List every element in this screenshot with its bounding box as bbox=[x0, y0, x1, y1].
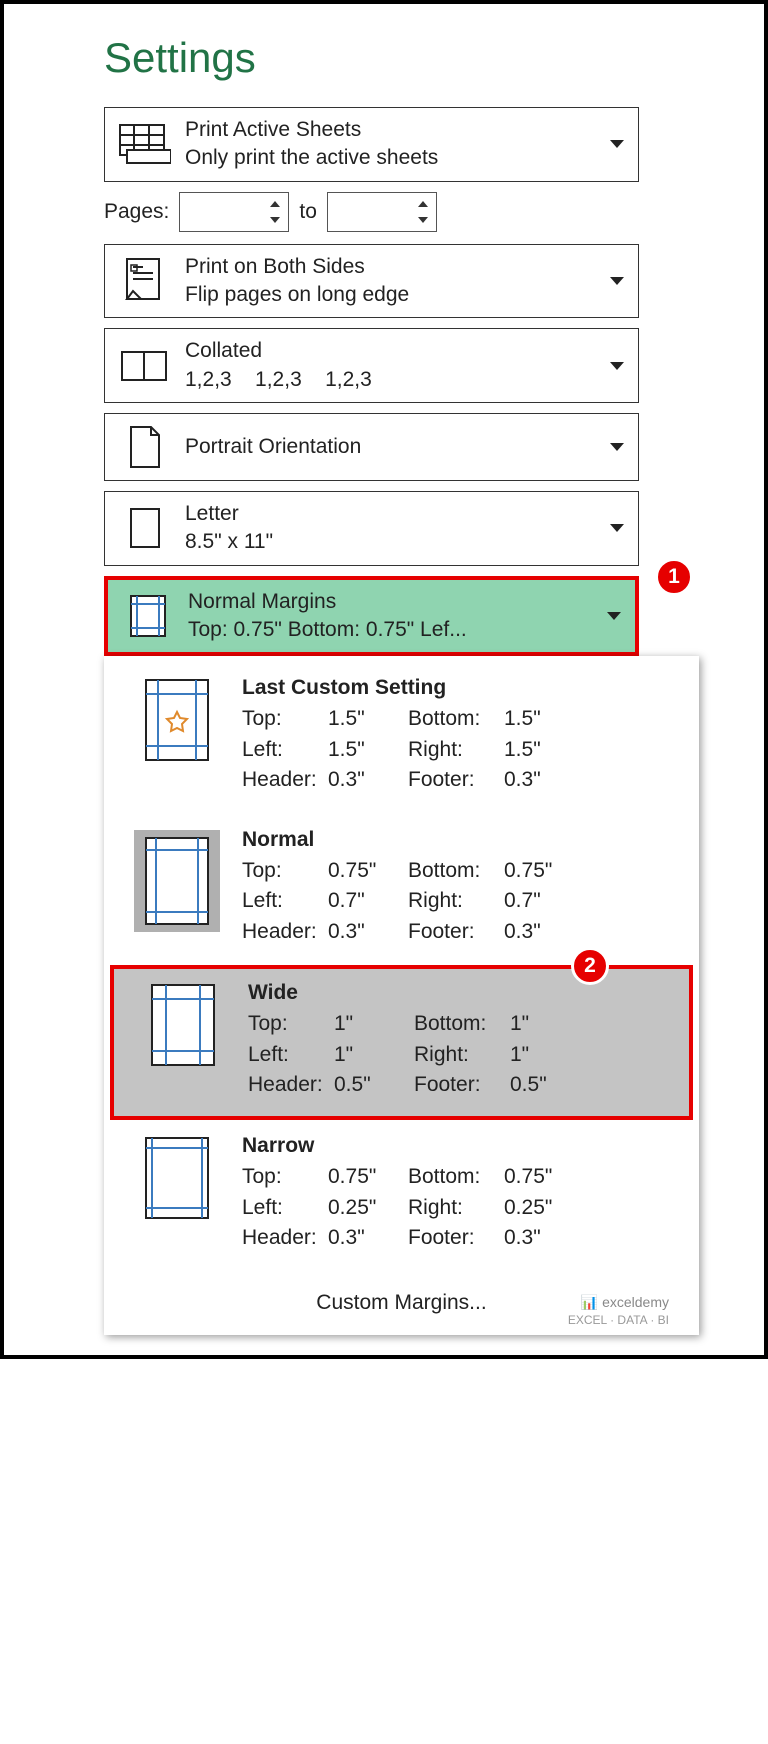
watermark: 📊 exceldemy EXCEL · DATA · BI bbox=[568, 1294, 669, 1327]
margins-title: Normal Margins bbox=[188, 588, 621, 616]
callout-badge-2: 2 bbox=[571, 947, 609, 985]
chevron-down-icon bbox=[610, 140, 624, 148]
pages-to-label: to bbox=[299, 200, 317, 224]
collate-dropdown[interactable]: Collated 1,2,3 1,2,3 1,2,3 bbox=[104, 328, 639, 403]
margin-thumb-icon bbox=[122, 676, 232, 795]
margin-option-narrow[interactable]: Narrow Top:0.75"Bottom:0.75" Left:0.25"R… bbox=[104, 1120, 699, 1271]
margin-option-normal[interactable]: Normal Top:0.75"Bottom:0.75" Left:0.7"Ri… bbox=[104, 814, 699, 965]
duplex-icon bbox=[115, 257, 175, 305]
callout-badge-1: 1 bbox=[655, 558, 693, 596]
pages-from-input[interactable] bbox=[179, 192, 289, 232]
spinner-down-icon[interactable] bbox=[270, 217, 280, 223]
pages-to-input[interactable] bbox=[327, 192, 437, 232]
orientation-title: Portrait Orientation bbox=[185, 433, 624, 461]
paper-size-dropdown[interactable]: Letter 8.5" x 11" bbox=[104, 491, 639, 566]
option-name: Narrow bbox=[242, 1134, 681, 1158]
margins-sub: Top: 0.75" Bottom: 0.75" Lef... bbox=[188, 616, 621, 644]
sheets-icon bbox=[115, 124, 175, 164]
margin-option-last-custom[interactable]: Last Custom Setting Top:1.5"Bottom:1.5" … bbox=[104, 662, 699, 813]
chevron-down-icon bbox=[610, 277, 624, 285]
page-icon bbox=[115, 505, 175, 551]
spinner-up-icon[interactable] bbox=[270, 201, 280, 207]
duplex-title: Print on Both Sides bbox=[185, 253, 624, 281]
portrait-icon bbox=[115, 423, 175, 471]
spinner-up-icon[interactable] bbox=[418, 201, 428, 207]
pages-label: Pages: bbox=[104, 200, 169, 224]
margin-thumb-icon bbox=[122, 828, 232, 947]
print-area-sub: Only print the active sheets bbox=[185, 144, 624, 172]
watermark-tag: EXCEL · DATA · BI bbox=[568, 1313, 669, 1327]
margin-option-wide[interactable]: 2 Wide Top:1"Bottom:1" Left:1"Right:1" H… bbox=[110, 965, 693, 1120]
duplex-dropdown[interactable]: Print on Both Sides Flip pages on long e… bbox=[104, 244, 639, 319]
margin-thumb-icon bbox=[122, 1134, 232, 1253]
paper-title: Letter bbox=[185, 500, 624, 528]
collate-sub: 1,2,3 1,2,3 1,2,3 bbox=[185, 366, 624, 394]
chevron-down-icon bbox=[610, 443, 624, 451]
watermark-brand: 📊 exceldemy bbox=[581, 1294, 669, 1311]
margins-icon bbox=[118, 592, 178, 640]
print-area-dropdown[interactable]: Print Active Sheets Only print the activ… bbox=[104, 107, 639, 182]
spinner-down-icon[interactable] bbox=[418, 217, 428, 223]
chevron-down-icon bbox=[607, 612, 621, 620]
collate-icon bbox=[115, 348, 175, 384]
collate-title: Collated bbox=[185, 337, 624, 365]
margins-popup: Last Custom Setting Top:1.5"Bottom:1.5" … bbox=[104, 656, 699, 1334]
option-name: Last Custom Setting bbox=[242, 676, 681, 700]
chevron-down-icon bbox=[610, 362, 624, 370]
page-title: Settings bbox=[104, 34, 734, 82]
paper-sub: 8.5" x 11" bbox=[185, 528, 624, 556]
option-name: Wide bbox=[248, 981, 675, 1005]
duplex-sub: Flip pages on long edge bbox=[185, 281, 624, 309]
print-area-title: Print Active Sheets bbox=[185, 116, 624, 144]
option-name: Normal bbox=[242, 828, 681, 852]
pages-row: Pages: to bbox=[104, 192, 639, 232]
chevron-down-icon bbox=[610, 524, 624, 532]
margin-thumb-icon bbox=[128, 981, 238, 1100]
orientation-dropdown[interactable]: Portrait Orientation bbox=[104, 413, 639, 481]
margins-dropdown[interactable]: 1 Normal Margins Top: 0.75" Bottom: 0.75… bbox=[104, 576, 639, 657]
